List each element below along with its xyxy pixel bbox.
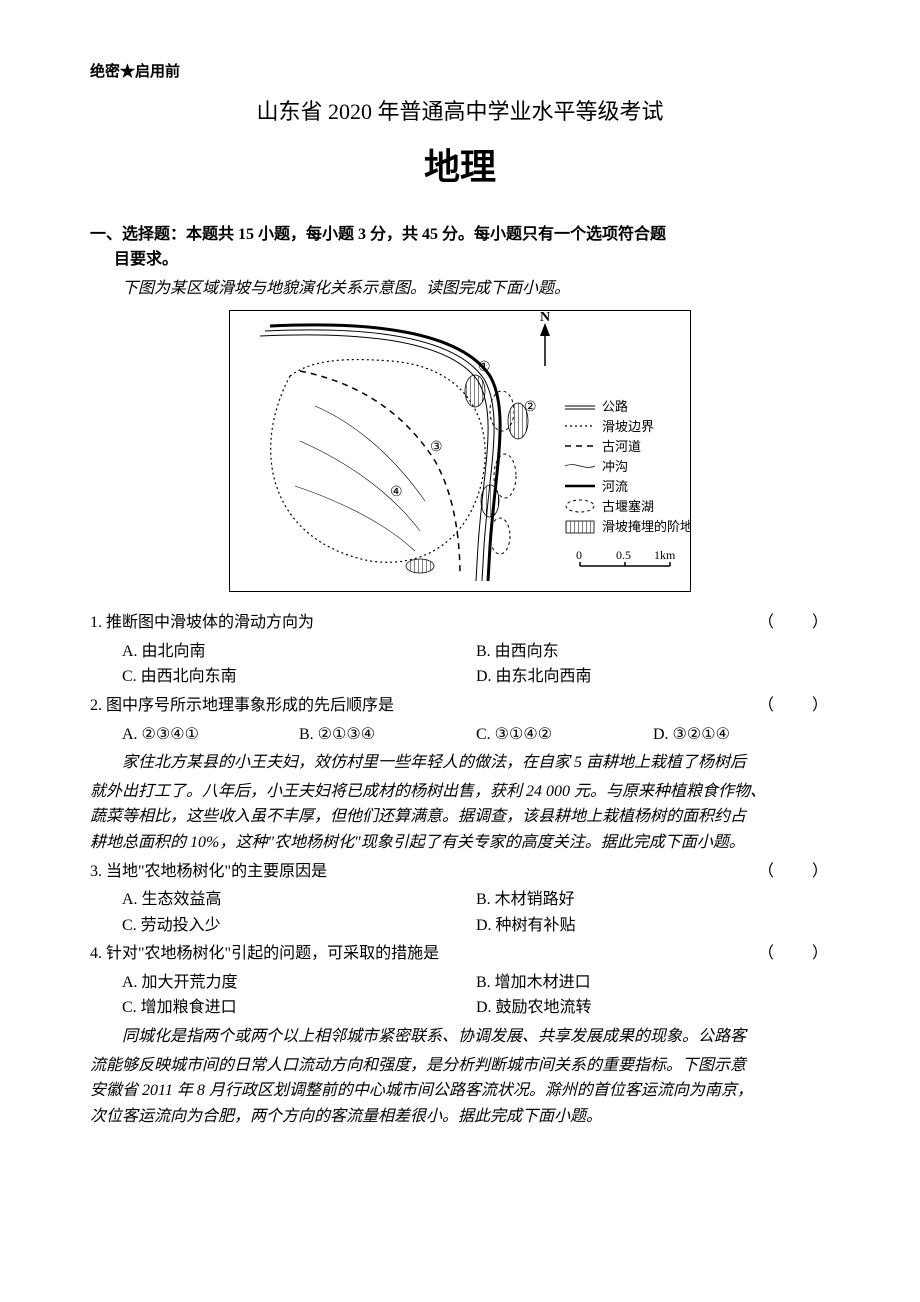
q1-paren: （ ） <box>758 610 830 636</box>
q4-paren: （ ） <box>758 941 830 967</box>
passage-1: 下图为某区域滑坡与地貌演化关系示意图。读图完成下面小题。 <box>90 276 830 302</box>
passage-2-l4: 耕地总面积的 10%，这种"农地杨树化"现象引起了有关专家的高度关注。据此完成下… <box>90 830 830 856</box>
circled-1: ① <box>478 360 491 375</box>
q2-opt-d: D. ③②①④ <box>653 722 830 748</box>
section-heading-line1: 一、选择题：本题共 15 小题，每小题 3 分，共 45 分。每小题只有一个选项… <box>114 222 830 248</box>
passage-3-l4: 次位客运流向为合肥，两个方向的客流量相差很小。据此完成下面小题。 <box>90 1104 830 1130</box>
q4-opt-a: A. 加大开荒力度 <box>122 970 476 996</box>
legend-road: 公路 <box>602 399 628 414</box>
passage-3-l1: 同城化是指两个或两个以上相邻城市紧密联系、协调发展、共享发展成果的现象。公路客 <box>90 1024 830 1050</box>
terrace-1 <box>465 375 485 407</box>
subject-title: 地理 <box>90 139 830 197</box>
main-title: 山东省 2020 年普通高中学业水平等级考试 <box>90 94 830 129</box>
river-line <box>270 324 500 580</box>
old-channel <box>300 371 460 576</box>
passage-3-l2: 流能够反映城市间的日常人口流动方向和强度，是分析判断城市间关系的重要指标。下图示… <box>90 1053 830 1079</box>
slide-boundary <box>271 359 486 562</box>
svg-text:0.5: 0.5 <box>616 548 631 562</box>
q4-opt-d: D. 鼓励农地流转 <box>476 995 830 1021</box>
circled-4: ④ <box>390 485 403 500</box>
q4-text: 4. 针对"农地杨树化"引起的问题，可采取的措施是 <box>90 941 748 967</box>
circled-3: ③ <box>430 440 443 455</box>
road-line-1 <box>265 329 494 580</box>
q1-opt-b: B. 由西向东 <box>476 639 830 665</box>
terrace-3 <box>481 485 499 517</box>
passage-2-l3: 蔬菜等相比，这些收入虽不丰厚，但他们还算满意。据调查，该县耕地上栽植杨树的面积约… <box>90 804 830 830</box>
svg-text:1km: 1km <box>654 548 676 562</box>
q3-opt-a: A. 生态效益高 <box>122 887 476 913</box>
q3-opt-b: B. 木材销路好 <box>476 887 830 913</box>
top-secret-label: 绝密★启用前 <box>90 60 830 84</box>
legend-barrier-lake: 古堰塞湖 <box>602 499 654 514</box>
figure-1: ① ② ③ ④ N 公路 滑坡边界 古河道 冲沟 <box>90 310 830 601</box>
passage-2-l2: 就外出打工了。八年后，小王夫妇将已成材的杨树出售，获利 24 000 元。与原来… <box>90 779 830 805</box>
q4-opt-b: B. 增加木材进口 <box>476 970 830 996</box>
legend-old-channel: 古河道 <box>602 439 641 454</box>
gully-1 <box>315 406 425 501</box>
q1-opt-a: A. 由北向南 <box>122 639 476 665</box>
map-svg: ① ② ③ ④ N 公路 滑坡边界 古河道 冲沟 <box>229 310 691 592</box>
q1-opt-d: D. 由东北向西南 <box>476 664 830 690</box>
legend-river: 河流 <box>602 479 628 494</box>
svg-text:0: 0 <box>576 548 582 562</box>
q2-opt-a: A. ②③④① <box>122 722 299 748</box>
legend-gully: 冲沟 <box>602 459 628 474</box>
svg-text:N: N <box>540 310 550 325</box>
legend: 公路 滑坡边界 古河道 冲沟 河流 古堰塞湖 滑坡掩埋的阶地 <box>565 399 691 534</box>
passage-3-l3: 安徽省 2011 年 8 月行政区划调整前的中心城市间公路客流状况。滁州的首位客… <box>90 1078 830 1104</box>
q3-paren: （ ） <box>758 859 830 885</box>
legend-slide-boundary: 滑坡边界 <box>602 419 654 434</box>
q2-text: 2. 图中序号所示地理事象形成的先后顺序是 <box>90 693 748 719</box>
q2-opt-c: C. ③①④② <box>476 722 653 748</box>
passage-2-l1: 家住北方某县的小王夫妇，效仿村里一些年轻人的做法，在自家 5 亩耕地上栽植了杨树… <box>90 750 830 776</box>
q1-text: 1. 推断图中滑坡体的滑动方向为 <box>90 610 748 636</box>
q4-opt-c: C. 增加粮食进口 <box>122 995 476 1021</box>
scale-bar: 0 0.5 1km <box>576 548 676 566</box>
q3-opt-c: C. 劳动投入少 <box>122 913 476 939</box>
circled-2: ② <box>524 400 537 415</box>
compass: N <box>540 310 550 366</box>
q2-opt-b: B. ②①③④ <box>299 722 476 748</box>
q3-text: 3. 当地"农地杨树化"的主要原因是 <box>90 859 748 885</box>
legend-buried-terrace: 滑坡掩埋的阶地 <box>602 519 691 534</box>
q3-opt-d: D. 种树有补贴 <box>476 913 830 939</box>
q2-paren: （ ） <box>758 693 830 719</box>
road-line-2 <box>260 334 488 580</box>
terrace-4 <box>406 559 434 573</box>
section-heading-line2: 目要求。 <box>114 247 830 273</box>
q1-opt-c: C. 由西北向东南 <box>122 664 476 690</box>
